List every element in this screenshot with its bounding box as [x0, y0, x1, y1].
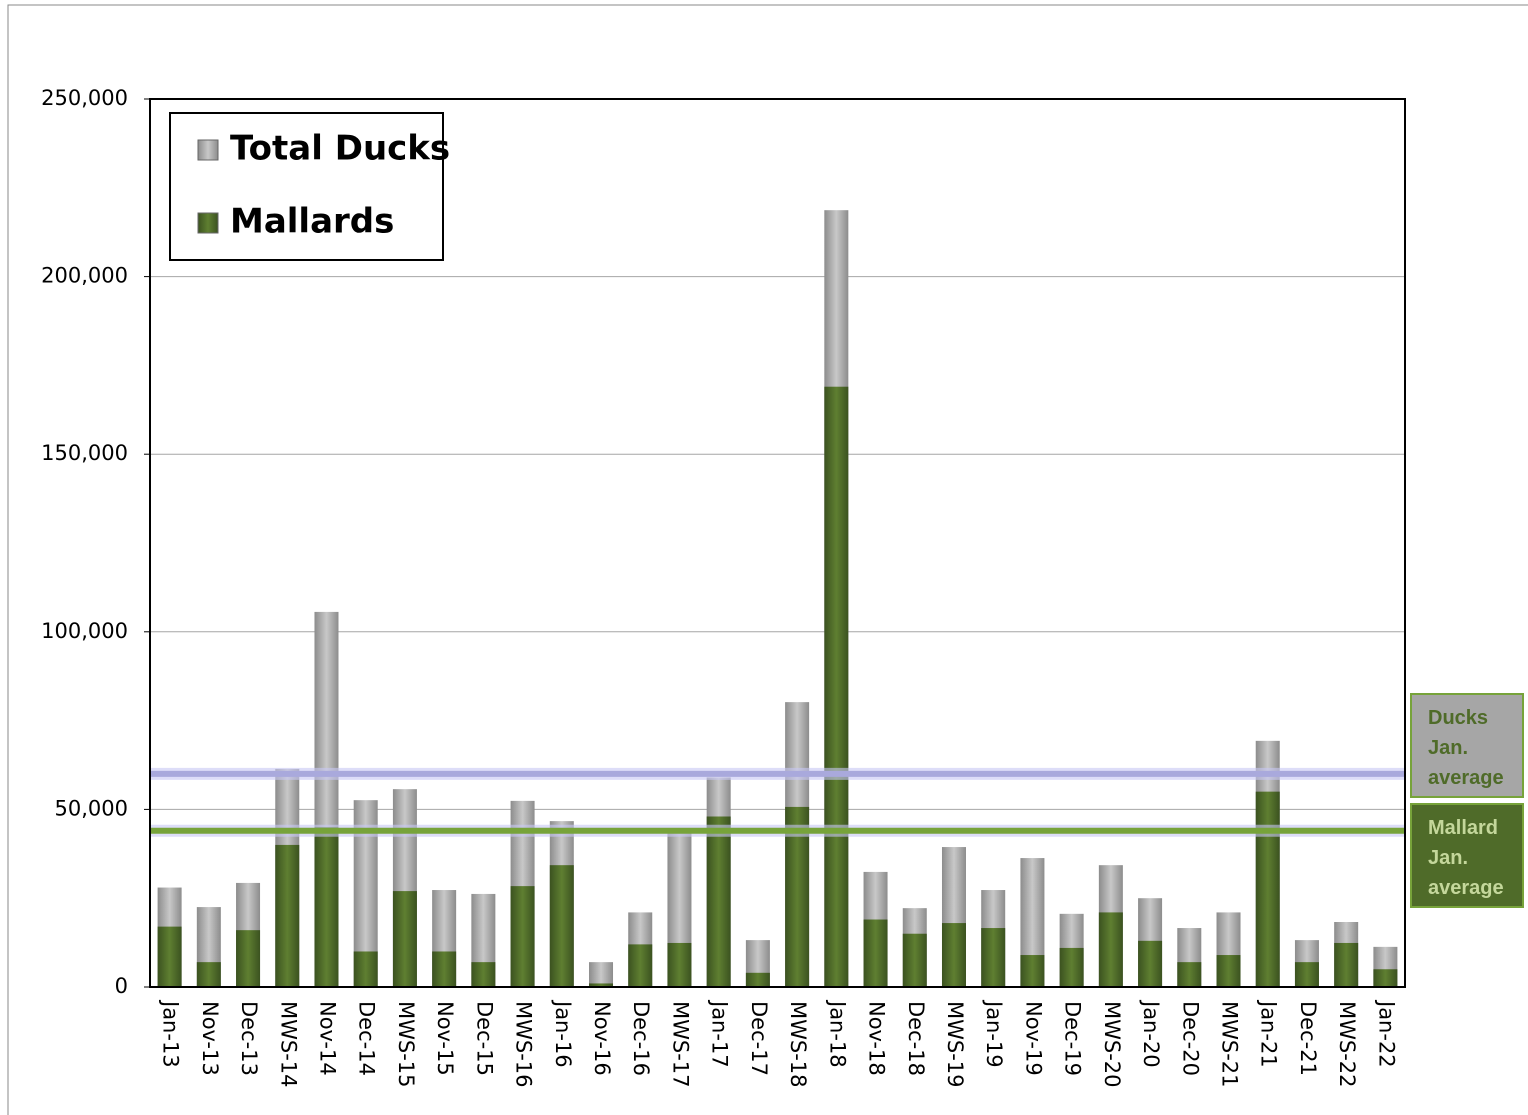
- x-tick-label: MWS-21: [1218, 1001, 1242, 1088]
- x-tick-label: Jan-17: [708, 999, 732, 1068]
- y-tick-label: 0: [115, 974, 128, 998]
- plot-border: [149, 98, 1406, 988]
- bar: [785, 806, 810, 987]
- y-tick-label: 100,000: [41, 619, 128, 643]
- y-tick-label: 150,000: [41, 441, 128, 465]
- bar: [196, 962, 221, 987]
- bar: [1373, 969, 1398, 987]
- x-tick-label: Jan-20: [1139, 999, 1163, 1068]
- legend-box: [169, 112, 444, 261]
- x-tick-label: MWS-22: [1335, 1001, 1359, 1088]
- bar: [1138, 940, 1163, 987]
- x-tick-label: Dec-19: [1061, 1001, 1085, 1076]
- bar: [1216, 955, 1241, 987]
- bar: [549, 865, 574, 987]
- frame: [7, 4, 1528, 1115]
- x-tick-label: MWS-17: [668, 1001, 692, 1088]
- x-tick-label: Nov-16: [590, 1001, 614, 1076]
- x-tick-label: Dec-14: [355, 1001, 379, 1076]
- bar: [510, 886, 535, 987]
- x-tick-label: Dec-18: [904, 1001, 928, 1076]
- reference-label: Ducks Jan. average: [1410, 693, 1524, 798]
- x-tick-label: Nov-18: [865, 1001, 889, 1076]
- y-tick-label: 250,000: [41, 86, 128, 110]
- bar: [1020, 955, 1045, 987]
- y-tick-label: 200,000: [41, 264, 128, 288]
- x-tick-label: Jan-19: [982, 999, 1006, 1068]
- legend: Total Ducks Mallards: [169, 112, 450, 261]
- legend-swatch: [197, 212, 219, 234]
- bar: [353, 951, 378, 987]
- bar: [1059, 947, 1084, 987]
- legend-label: Mallards: [230, 202, 394, 242]
- bar: [706, 816, 731, 987]
- x-tick-label: MWS-20: [1100, 1001, 1124, 1088]
- bar: [824, 386, 849, 987]
- x-tick-label: Nov-13: [198, 1001, 222, 1076]
- bar: [1098, 912, 1123, 987]
- y-tick-label: 50,000: [55, 796, 128, 820]
- x-tick-label: Dec-21: [1296, 1001, 1320, 1076]
- reference-label-text: Mallard Jan. average: [1428, 817, 1504, 899]
- bar: [981, 928, 1006, 987]
- x-tick-label: Dec-13: [237, 1001, 261, 1076]
- x-tick-label: MWS-19: [943, 1001, 967, 1088]
- bar: [1334, 942, 1359, 987]
- x-tick-label: Jan-21: [1257, 999, 1281, 1068]
- x-tick-label: Jan-18: [825, 999, 849, 1068]
- bar: [432, 951, 457, 987]
- bar: [628, 944, 653, 987]
- x-tick-label: MWS-15: [394, 1001, 418, 1088]
- bar: [275, 844, 300, 987]
- bar: [1294, 962, 1319, 987]
- x-tick-label: MWS-16: [512, 1001, 536, 1088]
- bar: [236, 930, 261, 987]
- x-tick-label: Dec-20: [1178, 1001, 1202, 1076]
- bar: [1255, 791, 1280, 987]
- bar: [589, 983, 614, 987]
- legend-swatch: [197, 139, 219, 161]
- x-tick-label: Jan-22: [1374, 999, 1398, 1068]
- x-tick-label: MWS-14: [276, 1001, 300, 1088]
- x-tick-label: Jan-16: [551, 999, 575, 1068]
- x-tick-label: Jan-13: [159, 999, 183, 1068]
- bar: [471, 962, 496, 987]
- bar: [941, 923, 966, 987]
- x-tick-label: Nov-14: [315, 1001, 339, 1076]
- bar: [745, 972, 770, 987]
- bar: [157, 926, 182, 987]
- bar: [1177, 962, 1202, 987]
- x-tick-label: Dec-16: [629, 1001, 653, 1076]
- bar: [392, 891, 417, 987]
- x-tick-label: Dec-17: [747, 1001, 771, 1076]
- bar: [667, 942, 692, 987]
- legend-label: Total Ducks: [230, 129, 450, 169]
- x-tick-label: Nov-15: [433, 1001, 457, 1076]
- x-tick-label: Dec-15: [472, 1001, 496, 1076]
- reference-label: Mallard Jan. average: [1410, 803, 1524, 908]
- reference-label-text: Ducks Jan. average: [1428, 707, 1504, 789]
- x-tick-label: Nov-19: [1021, 1001, 1045, 1076]
- bar: [589, 962, 614, 987]
- x-tick-label: MWS-18: [786, 1001, 810, 1088]
- bar: [863, 919, 888, 987]
- bar: [902, 933, 927, 987]
- bar: [314, 827, 339, 987]
